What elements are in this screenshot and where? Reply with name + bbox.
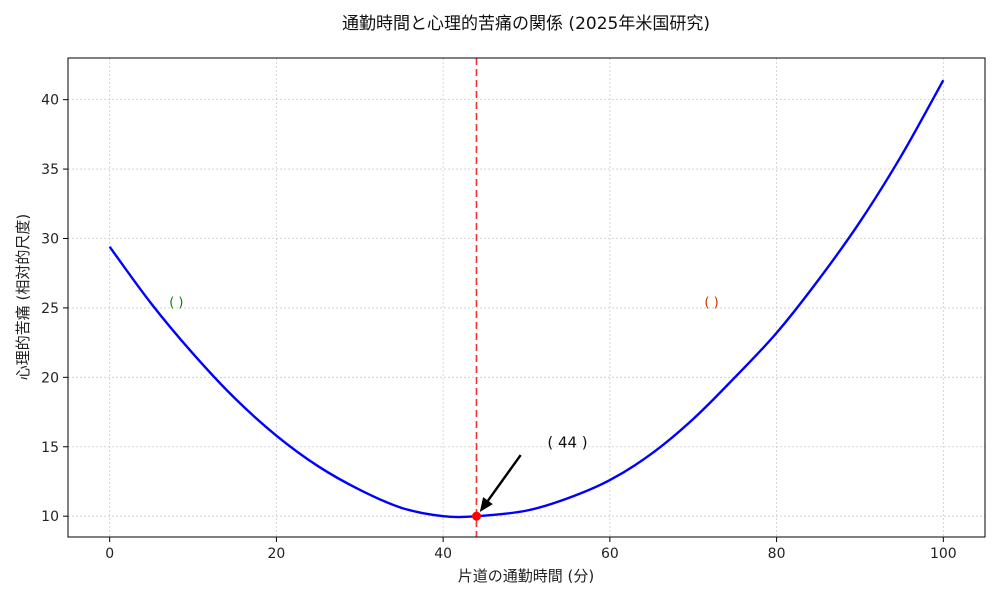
x-tick-label: 100: [930, 546, 957, 562]
y-axis-label: 心理的苦痛 (相対的尺度): [14, 214, 32, 380]
y-tick-label: 40: [41, 93, 59, 109]
optimal-point: [471, 511, 481, 521]
x-tick-label: 40: [434, 546, 452, 562]
annotation-label: ( 44 ): [547, 434, 587, 452]
y-tick-label: 30: [41, 231, 59, 247]
y-tick-label: 20: [41, 370, 59, 386]
y-tick-label: 10: [41, 509, 59, 525]
annotation-arrowhead: [479, 497, 493, 513]
y-tick-label: 35: [41, 162, 59, 178]
x-tick-label: 20: [267, 546, 285, 562]
region-label: ( ): [704, 295, 718, 310]
annotations: ( 44 ) ( ) ( ): [169, 295, 719, 513]
y-tick-label: 25: [41, 301, 59, 317]
x-tick-label: 0: [105, 546, 114, 562]
chart-title: 通勤時間と心理的苦痛の関係 (2025年米国研究): [342, 14, 710, 34]
plot-frame: [67, 57, 986, 538]
y-axis: 10 15 20 25 30 35 40: [41, 93, 68, 525]
y-tick-label: 15: [41, 440, 59, 456]
x-axis-label: 片道の通勤時間 (分): [458, 567, 594, 585]
grid: [68, 58, 985, 537]
annotation-arrow: [487, 454, 522, 502]
region-label: ( ): [169, 295, 183, 310]
plot-area: [108, 58, 945, 537]
series-line: [108, 79, 945, 519]
x-axis: 0 20 40 60 80 100: [105, 537, 957, 562]
x-tick-label: 60: [601, 546, 619, 562]
x-tick-label: 80: [768, 546, 786, 562]
